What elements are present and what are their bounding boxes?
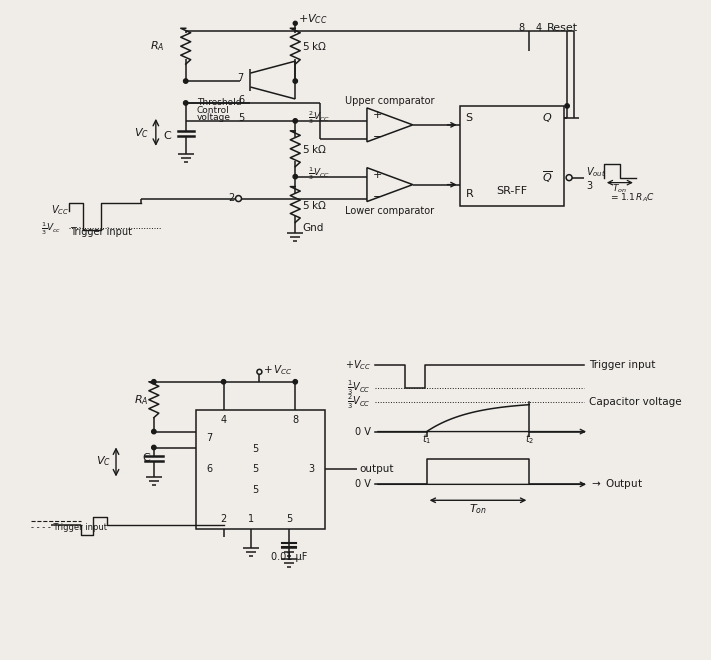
- Text: $\overline{Q}$: $\overline{Q}$: [542, 170, 553, 185]
- Text: Threshold: Threshold: [197, 98, 241, 108]
- Text: 5: 5: [286, 514, 292, 524]
- Text: $\frac{1}{3}V_{CC}$: $\frac{1}{3}V_{CC}$: [308, 166, 331, 182]
- Circle shape: [151, 430, 156, 434]
- Text: 6: 6: [238, 95, 245, 105]
- Text: $+V_{CC}$: $+V_{CC}$: [298, 13, 328, 26]
- Text: 4: 4: [535, 23, 541, 33]
- Text: $\frac{1}{3}V_{CC}$: $\frac{1}{3}V_{CC}$: [347, 379, 371, 397]
- Text: 5 k$\Omega$: 5 k$\Omega$: [302, 40, 328, 52]
- Bar: [459, 106, 564, 205]
- Circle shape: [293, 119, 297, 123]
- Text: $V_C$: $V_C$: [134, 126, 149, 140]
- Text: SR-FF: SR-FF: [496, 185, 528, 195]
- Text: 7: 7: [206, 432, 213, 443]
- Text: 0 V: 0 V: [355, 426, 371, 436]
- Text: $Q$: $Q$: [542, 112, 552, 124]
- Circle shape: [293, 21, 297, 25]
- Text: $R_A$: $R_A$: [134, 393, 149, 407]
- Text: 4: 4: [220, 414, 227, 424]
- Text: 8: 8: [292, 414, 299, 424]
- Text: 0 V: 0 V: [355, 479, 371, 489]
- Text: Lower comparator: Lower comparator: [346, 205, 434, 216]
- Text: C: C: [142, 453, 150, 463]
- Text: - - - - Trigger input: - - - - Trigger input: [31, 523, 107, 532]
- Circle shape: [293, 379, 297, 384]
- Text: Capacitor voltage: Capacitor voltage: [589, 397, 682, 407]
- Text: Trigger input: Trigger input: [589, 360, 656, 370]
- Text: $+\,V_{CC}$: $+\,V_{CC}$: [263, 363, 293, 377]
- Text: $\rightarrow$ Output: $\rightarrow$ Output: [589, 477, 643, 491]
- Text: $+$: $+$: [372, 169, 382, 180]
- Text: $\frac{2}{3}V_{CC}$: $\frac{2}{3}V_{CC}$: [308, 110, 331, 126]
- Text: 5: 5: [252, 484, 259, 495]
- Circle shape: [293, 174, 297, 179]
- Text: Gnd: Gnd: [302, 224, 324, 234]
- Circle shape: [151, 446, 156, 449]
- Text: 0.01 μF: 0.01 μF: [271, 552, 307, 562]
- Text: S: S: [466, 113, 473, 123]
- Circle shape: [151, 379, 156, 384]
- Text: $t_2$: $t_2$: [525, 433, 534, 446]
- Text: 5 k$\Omega$: 5 k$\Omega$: [302, 199, 328, 211]
- Text: 5: 5: [238, 113, 245, 123]
- Text: R: R: [466, 189, 474, 199]
- Text: 3: 3: [308, 465, 314, 475]
- Circle shape: [183, 101, 188, 105]
- Circle shape: [293, 79, 297, 83]
- Text: $-$: $-$: [372, 189, 382, 199]
- Circle shape: [221, 379, 226, 384]
- Text: $+V_{CC}$: $+V_{CC}$: [345, 358, 371, 372]
- Circle shape: [565, 104, 570, 108]
- Text: 8: 8: [518, 23, 524, 33]
- Text: 1: 1: [248, 514, 255, 524]
- Text: 6: 6: [207, 465, 213, 475]
- Text: $T_{on}$: $T_{on}$: [612, 182, 627, 195]
- Text: $V_{CC}$: $V_{CC}$: [51, 203, 69, 217]
- Text: $= 1.1\,R_A C$: $= 1.1\,R_A C$: [609, 191, 655, 204]
- Text: $T_{on}$: $T_{on}$: [469, 502, 487, 516]
- Circle shape: [183, 79, 188, 83]
- Text: output: output: [359, 465, 393, 475]
- Text: Reset: Reset: [547, 23, 578, 33]
- Text: 2: 2: [220, 514, 227, 524]
- Text: 5: 5: [252, 465, 259, 475]
- Text: $-$: $-$: [372, 130, 382, 140]
- Text: $\frac{2}{3}V_{CC}$: $\frac{2}{3}V_{CC}$: [347, 393, 371, 411]
- Text: Trigger input: Trigger input: [70, 228, 132, 238]
- Text: 5: 5: [252, 444, 259, 454]
- Text: $V_C$: $V_C$: [96, 455, 111, 469]
- Text: 2: 2: [228, 193, 235, 203]
- Text: Control: Control: [197, 106, 230, 116]
- Text: 3: 3: [586, 181, 592, 191]
- Text: $R_A$: $R_A$: [150, 40, 165, 53]
- Text: $+$: $+$: [372, 110, 382, 120]
- Text: C: C: [163, 131, 171, 141]
- Text: 5 k$\Omega$: 5 k$\Omega$: [302, 143, 328, 154]
- Text: $t_1$: $t_1$: [422, 433, 432, 446]
- Text: Upper comparator: Upper comparator: [345, 96, 434, 106]
- Text: $\frac{1}{3}V_{cc}$: $\frac{1}{3}V_{cc}$: [41, 220, 61, 237]
- Bar: [196, 410, 325, 529]
- Text: voltage: voltage: [197, 114, 230, 122]
- Text: 7: 7: [237, 73, 244, 83]
- Text: $V_{out}$: $V_{out}$: [586, 165, 606, 179]
